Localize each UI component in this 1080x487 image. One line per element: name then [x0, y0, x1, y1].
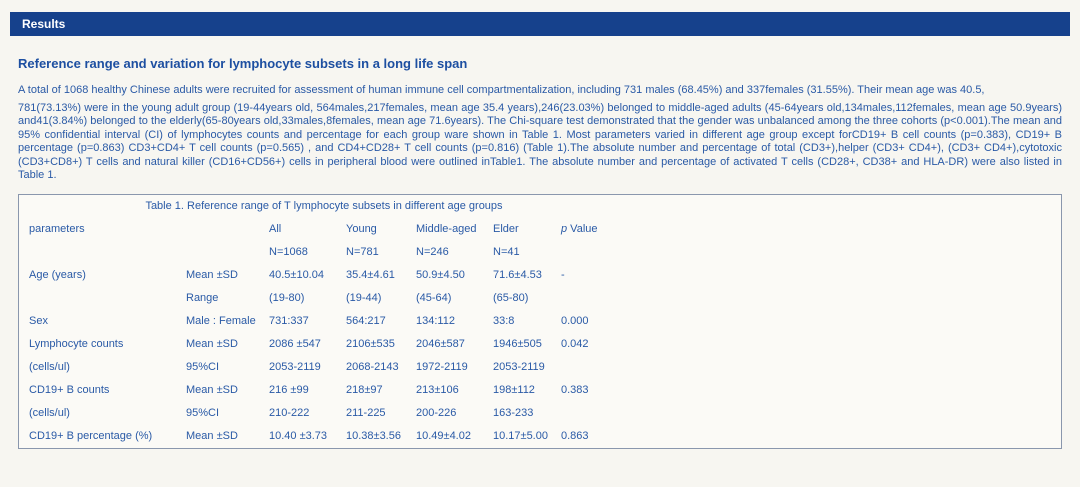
table-cell: (19-44)	[346, 291, 382, 304]
col-header-blank	[176, 218, 259, 241]
table-cell: Age (years)	[29, 268, 86, 281]
table-cell: 10.17±5.00	[493, 429, 548, 442]
table-cell: N=781	[346, 245, 379, 258]
table-cell: 2053-2119	[269, 360, 321, 373]
table-cell	[551, 241, 1061, 264]
table-cell: 1946±505	[493, 337, 542, 350]
table-cell: 10.38±3.56	[346, 429, 401, 442]
table-cell	[551, 356, 1061, 379]
table-cell: 2053-2119	[493, 360, 545, 373]
p-value-italic: p	[561, 222, 568, 235]
table-cell: 2086 ±547	[269, 337, 321, 350]
col-header-young: Young	[346, 222, 377, 235]
results-header-bar: Results	[10, 12, 1070, 36]
table-cell: 33:8	[493, 314, 515, 327]
table-cell: 1972-2119	[416, 360, 468, 373]
table-cell: Sex	[29, 314, 48, 327]
table-cell	[19, 241, 176, 264]
col-header-all: All	[269, 222, 282, 235]
table-cell: Lymphocyte counts	[29, 337, 124, 350]
table-cell: N=1068	[269, 245, 308, 258]
results-title: Results	[22, 17, 66, 31]
table-cell: Mean ±SD	[186, 337, 238, 350]
col-header-parameters: parameters	[29, 222, 85, 235]
table-body: Table 1. Reference range of T lymphocyte…	[19, 195, 1061, 448]
table1-container: Table 1. Reference range of T lymphocyte…	[18, 193, 1062, 449]
table-cell: 0.042	[561, 337, 589, 350]
table-cell: CD19+ B percentage (%)	[29, 429, 153, 442]
table-cell: 2068-2143	[346, 360, 399, 373]
table-row: Lymphocyte counts Mean ±SD 2086 ±547 2106±5…	[19, 333, 1061, 356]
table-cell: (cells/ul)	[29, 360, 70, 373]
table-cell	[176, 241, 259, 264]
table-row: Age (years) Mean ±SD 40.5±10.04 35.4±4.61 50…	[19, 264, 1061, 287]
table-cell: (cells/ul)	[29, 406, 70, 419]
table-subheader-row: N=1068 N=781 N=246 N=41	[19, 241, 1061, 264]
col-header-middle-aged: Middle-aged	[416, 222, 477, 235]
table-cell: N=41	[493, 245, 520, 258]
table-cell: CD19+ B counts	[29, 383, 110, 396]
table-cell: 50.9±4.50	[416, 268, 465, 281]
table-cell: 40.5±10.04	[269, 268, 324, 281]
table-row: (cells/ul) 95%CI 2053-2119 2068-2143 1972-21…	[19, 356, 1061, 379]
table-cell: 0.383	[561, 383, 589, 396]
table-cell: Range	[186, 291, 219, 304]
table-caption: Table 1. Reference range of T lymphocyte…	[145, 199, 503, 212]
table-cell: Male : Female	[186, 314, 256, 327]
table-cell	[19, 287, 176, 310]
table-caption-row: Table 1. Reference range of T lymphocyte…	[19, 195, 1061, 218]
table-cell: 210-222	[269, 406, 310, 419]
section-heading: Reference range and variation for lympho…	[18, 56, 468, 71]
table-cell: 10.40 ±3.73	[269, 429, 328, 442]
table1: Table 1. Reference range of T lymphocyte…	[19, 195, 1061, 448]
table-row: CD19+ B counts Mean ±SD 216 ±99 218±97 213±1…	[19, 379, 1061, 402]
table-cell: (19-80)	[269, 291, 305, 304]
table-cell: 564:217	[346, 314, 386, 327]
table-row: CD19+ B percentage (%) Mean ±SD 10.40 ±3.7…	[19, 425, 1061, 448]
table-cell: 213±106	[416, 383, 459, 396]
table-cell: (45-64)	[416, 291, 452, 304]
table-cell: N=246	[416, 245, 449, 258]
table-cell: (65-80)	[493, 291, 529, 304]
table-cell: 198±112	[493, 383, 535, 396]
table-cell: 2046±587	[416, 337, 465, 350]
table-cell: 35.4±4.61	[346, 268, 395, 281]
table-cell	[551, 287, 1061, 310]
table-row: (cells/ul) 95%CI 210-222 211-225 200-226 163-…	[19, 402, 1061, 425]
table-cell: -	[561, 268, 565, 281]
intro-paragraph: A total of 1068 healthy Chinese adults w…	[18, 84, 985, 96]
table-cell: 134:112	[416, 314, 455, 327]
table-cell: 211-225	[346, 406, 386, 419]
table-cell: Mean ±SD	[186, 268, 238, 281]
table-cell: Mean ±SD	[186, 429, 238, 442]
table-cell: 2106±535	[346, 337, 395, 350]
table-row: Range (19-80) (19-44) (45-64) (65-80)	[19, 287, 1061, 310]
content-area: Reference range and variation for lympho…	[0, 56, 1080, 449]
table-cell: 216 ±99	[269, 383, 309, 396]
col-header-p-value: p Value	[551, 218, 1061, 241]
col-header-elder: Elder	[493, 222, 519, 235]
table-cell: 0.000	[561, 314, 589, 327]
table-cell: 200-226	[416, 406, 457, 419]
table-cell: 71.6±4.53	[493, 268, 542, 281]
table-cell: 95%CI	[186, 360, 220, 373]
table-header-row: parameters All Young Middle-aged Elder p…	[19, 218, 1061, 241]
table-cell: 731:337	[269, 314, 309, 327]
p-value-rest: Value	[567, 222, 598, 235]
table-row: Sex Male : Female 731:337 564:217 134:112 33:…	[19, 310, 1061, 333]
table-cell: 0.863	[561, 429, 589, 442]
table-cell: 95%CI	[186, 406, 220, 419]
detail-paragraph: 781(73.13%) were in the young adult grou…	[18, 101, 1062, 182]
table-cell: Mean ±SD	[186, 383, 238, 396]
table-cell: 10.49±4.02	[416, 429, 471, 442]
table-cell: 218±97	[346, 383, 383, 396]
table-cell	[551, 402, 1061, 425]
table-cell: 163-233	[493, 406, 534, 419]
